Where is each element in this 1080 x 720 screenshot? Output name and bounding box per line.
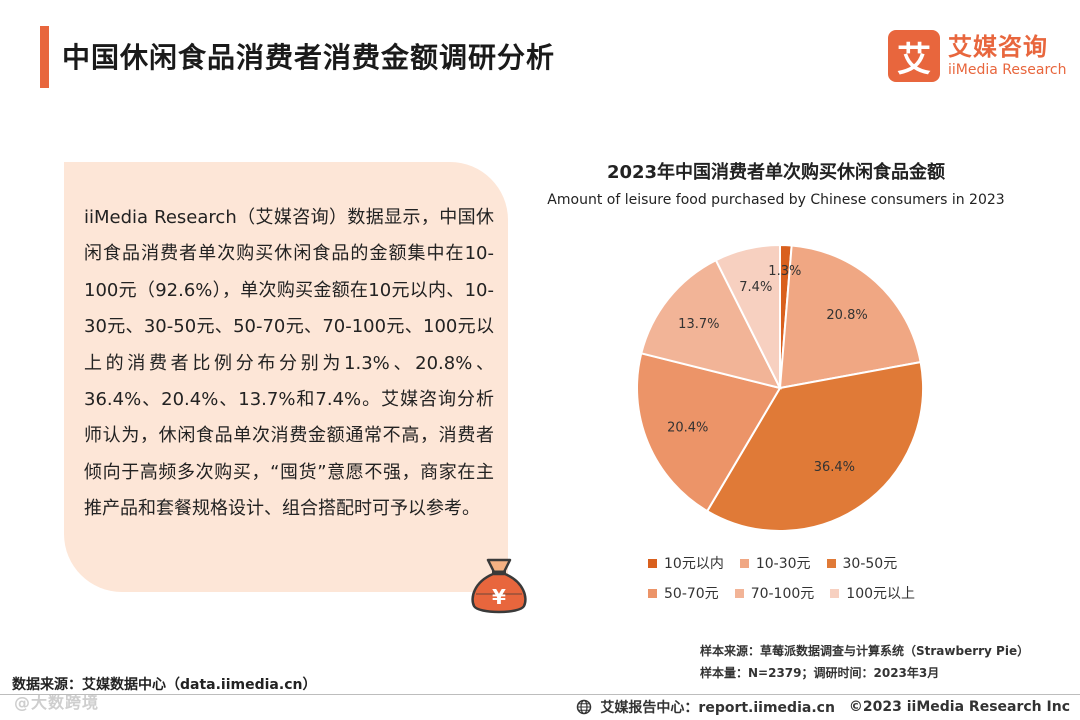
money-symbol: ¥ [492,585,506,609]
footer-divider [0,694,1080,695]
legend-label: 50-70元 [664,586,719,602]
page-title: 中国休闲食品消费者消费金额调研分析 [62,41,556,74]
sample-source: 样本来源：草莓派数据调查与计算系统（Strawberry Pie） [700,644,1030,658]
legend-label: 30-50元 [842,556,898,572]
pie-slice-5 [714,243,781,389]
money-bag-icon: ¥ [471,558,527,614]
chart-title: 2023年中国消费者单次购买休闲食品金额 [606,162,946,183]
legend-label: 10-30元 [755,556,811,572]
chart-subtitle: Amount of leisure food purchased by Chin… [547,192,1005,208]
legend-item-0: 10元以内 [648,553,724,573]
legend-label: 100元以上 [846,586,916,602]
pie-slice-4 [640,258,782,390]
sample-info: 样本来源：草莓派数据调查与计算系统（Strawberry Pie） 样本量：N=… [700,640,1029,684]
summary-text: iiMedia Research（艾媒咨询）数据显示，中国休闲食品消费者单次购买… [84,207,494,520]
legend-swatch [830,588,840,598]
logo-mark-icon: 艾 [888,30,940,82]
legend-item-3: 50-70元 [648,583,719,603]
data-source: 数据来源：艾媒数据中心（data.iimedia.cn） [12,677,317,693]
iimedia-logo: 艾 艾媒咨询 iiMedia Research [888,30,1067,82]
legend-swatch [739,558,749,568]
slice-label-4: 13.7% [678,317,719,332]
sample-size-time: 样本量：N=2379；调研时间：2023年3月 [700,666,940,680]
legend-swatch [826,558,836,568]
footer: 艾媒报告中心：report.iimedia.cn ©2023 iiMedia R… [576,697,1070,717]
globe-icon [577,699,592,715]
legend-row: 10元以内 10-30元 30-50元 [648,548,948,578]
pie-slice-1 [778,244,922,390]
legend-label: 70-100元 [750,586,815,602]
copyright: ©2023 iiMedia Research Inc [848,699,1070,715]
report-center-link[interactable]: 艾媒报告中心：report.iimedia.cn [600,700,835,716]
legend-item-4: 70-100元 [734,583,815,603]
legend-item-5: 100元以上 [830,583,915,603]
watermark: @大数跨境 [14,693,100,712]
slice-label-3: 20.4% [667,421,708,436]
pie-slice-2 [705,360,924,532]
title-accent-bar [40,26,49,88]
logo-text: 艾媒咨询 iiMedia Research [948,33,1067,79]
legend-item-1: 10-30元 [739,553,811,573]
slice-label-0: 1.3% [768,264,801,279]
logo-name-cn: 艾媒咨询 [948,33,1048,61]
legend-swatch [734,588,744,598]
chart-legend: 10元以内 10-30元 30-50元 50-70元 70-100元 100元以上 [648,548,948,608]
legend-swatch [648,558,657,568]
legend-swatch [648,588,657,598]
pie-slice-3 [636,352,782,513]
legend-row: 50-70元 70-100元 100元以上 [648,578,948,608]
legend-item-2: 30-50元 [826,553,898,573]
legend-label: 10元以内 [664,556,724,572]
slice-label-1: 20.8% [826,308,867,323]
slice-label-5: 7.4% [739,280,772,295]
summary-panel [64,162,508,592]
slice-label-2: 36.4% [814,460,855,475]
pie-chart: 1.3% 20.8% 36.4% 20.4% 13.7% 7.4% [636,243,924,532]
logo-name-en: iiMedia Research [948,62,1067,78]
